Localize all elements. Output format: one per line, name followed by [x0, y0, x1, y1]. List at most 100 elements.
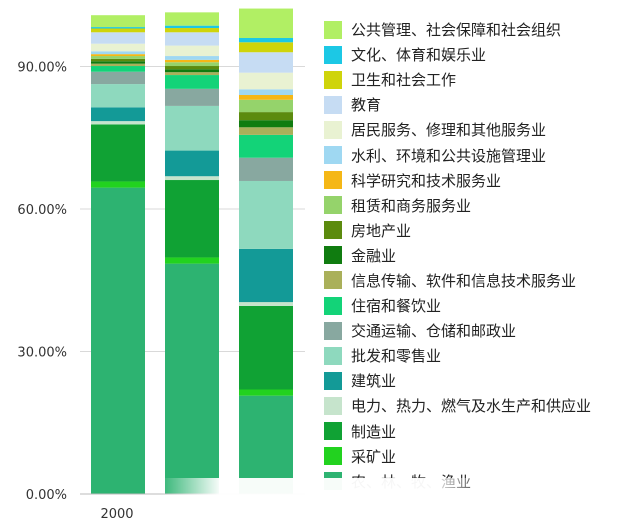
bar-segment-19	[91, 15, 145, 28]
bar-segment-11	[91, 58, 145, 62]
legend-item: 批发和零售业	[324, 343, 591, 368]
bar-segment-10	[91, 61, 145, 64]
bar-segment-10	[165, 69, 219, 73]
legend-swatch	[324, 20, 342, 39]
bar-segment-14	[239, 89, 293, 95]
bar-segment-17	[91, 28, 145, 33]
y-tick-label: 90.00%	[17, 61, 67, 76]
bar-segment-7	[165, 88, 219, 106]
legend-swatch	[324, 447, 342, 466]
y-tick-label: 60.00%	[17, 203, 67, 218]
legend-label: 电力、热力、燃气及水生产和供应业	[351, 397, 592, 416]
legend-swatch	[324, 346, 342, 365]
bar-segment-3	[91, 124, 145, 182]
legend-swatch	[324, 120, 342, 139]
bar-segment-1	[165, 263, 219, 494]
y-tick-label: 0.00%	[26, 488, 67, 503]
legend-label: 租赁和商务服务业	[351, 196, 472, 215]
legend-swatch	[324, 271, 342, 290]
bar-segment-11	[239, 112, 293, 121]
legend-item: 金融业	[324, 243, 591, 268]
bar-segment-18	[91, 27, 145, 29]
bar-segment-14	[165, 56, 219, 60]
legend-label: 房地产业	[351, 221, 412, 240]
bar-segment-9	[165, 72, 219, 76]
legend-label: 建筑业	[351, 372, 397, 391]
legend-swatch	[324, 196, 342, 215]
bar-segment-2	[239, 389, 293, 396]
bar-segment-6	[91, 84, 145, 108]
legend-swatch	[324, 472, 342, 491]
legend-label: 采矿业	[351, 447, 397, 466]
legend: 公共管理、社会保障和社会组织 文化、体育和娱乐业 卫生和社会工作 教育 居民服务、修理和…	[324, 17, 591, 494]
legend-item: 公共管理、社会保障和社会组织	[324, 17, 591, 42]
y-tick-label: 30.00%	[17, 346, 67, 361]
bar-segment-2	[165, 257, 219, 264]
legend-swatch	[324, 221, 342, 240]
legend-label: 批发和零售业	[351, 347, 442, 366]
legend-label: 交通运输、仓储和邮政业	[351, 322, 517, 341]
legend-item: 交通运输、仓储和邮政业	[324, 318, 591, 343]
legend-item: 卫生和社会工作	[324, 67, 591, 92]
legend-label: 信息传输、软件和信息技术服务业	[351, 271, 577, 290]
bar-segment-6	[165, 105, 219, 151]
legend-label: 金融业	[351, 246, 397, 265]
legend-swatch	[324, 296, 342, 315]
bar-segment-12	[91, 56, 145, 59]
bar-segment-2	[91, 181, 145, 188]
bar-stacks	[91, 8, 293, 494]
legend-item: 水利、环境和公共设施管理业	[324, 142, 591, 167]
tick-labels: 0.00% 30.00% 60.00% 90.00% 2000	[17, 61, 133, 523]
legend-item: 文化、体育和娱乐业	[324, 42, 591, 67]
bar-stack-3	[239, 8, 293, 494]
bar-segment-17	[165, 28, 219, 33]
bar-segment-1	[239, 395, 293, 494]
bar-segment-4	[91, 121, 145, 125]
legend-swatch	[324, 70, 342, 89]
bar-segment-8	[91, 66, 145, 72]
legend-item: 科学研究和技术服务业	[324, 168, 591, 193]
bar-segment-13	[239, 95, 293, 100]
legend-item: 制造业	[324, 419, 591, 444]
bar-segment-4	[239, 302, 293, 306]
legend-item: 租赁和商务服务业	[324, 193, 591, 218]
bar-segment-5	[91, 107, 145, 122]
legend-item: 教育	[324, 92, 591, 117]
bar-segment-15	[239, 72, 293, 90]
legend-label: 制造业	[351, 422, 397, 441]
legend-label: 卫生和社会工作	[351, 71, 457, 90]
bar-segment-6	[239, 180, 293, 249]
legend-swatch	[324, 371, 342, 390]
bar-segment-9	[239, 127, 293, 135]
legend-item: 电力、热力、燃气及水生产和供应业	[324, 393, 591, 418]
bar-segment-1	[91, 187, 145, 494]
bar-segment-4	[165, 176, 219, 181]
legend-swatch	[324, 246, 342, 265]
bar-segment-19	[165, 12, 219, 26]
bar-segment-5	[239, 248, 293, 303]
bar-segment-16	[165, 32, 219, 46]
legend-item: 农、林、牧、渔业	[324, 469, 591, 494]
bar-segment-16	[91, 32, 145, 44]
legend-swatch	[324, 422, 342, 441]
x-tick-label: 2000	[100, 507, 133, 522]
legend-label: 文化、体育和娱乐业	[351, 46, 487, 65]
legend-item: 信息传输、软件和信息技术服务业	[324, 268, 591, 293]
legend-swatch	[324, 171, 342, 190]
legend-label: 农、林、牧、渔业	[351, 472, 472, 491]
bar-segment-9	[91, 63, 145, 67]
bar-segment-13	[165, 59, 219, 63]
bar-segment-10	[239, 120, 293, 128]
bar-segment-3	[239, 305, 293, 390]
bar-segment-5	[165, 150, 219, 177]
bar-stack-1	[91, 15, 145, 494]
legend-label: 科学研究和技术服务业	[351, 171, 502, 190]
bar-segment-15	[165, 45, 219, 57]
legend-label: 水利、环境和公共设施管理业	[351, 146, 547, 165]
bar-segment-18	[239, 38, 293, 43]
legend-swatch	[324, 95, 342, 114]
bar-segment-16	[239, 52, 293, 73]
bar-segment-18	[165, 25, 219, 29]
bar-segment-12	[239, 99, 293, 113]
